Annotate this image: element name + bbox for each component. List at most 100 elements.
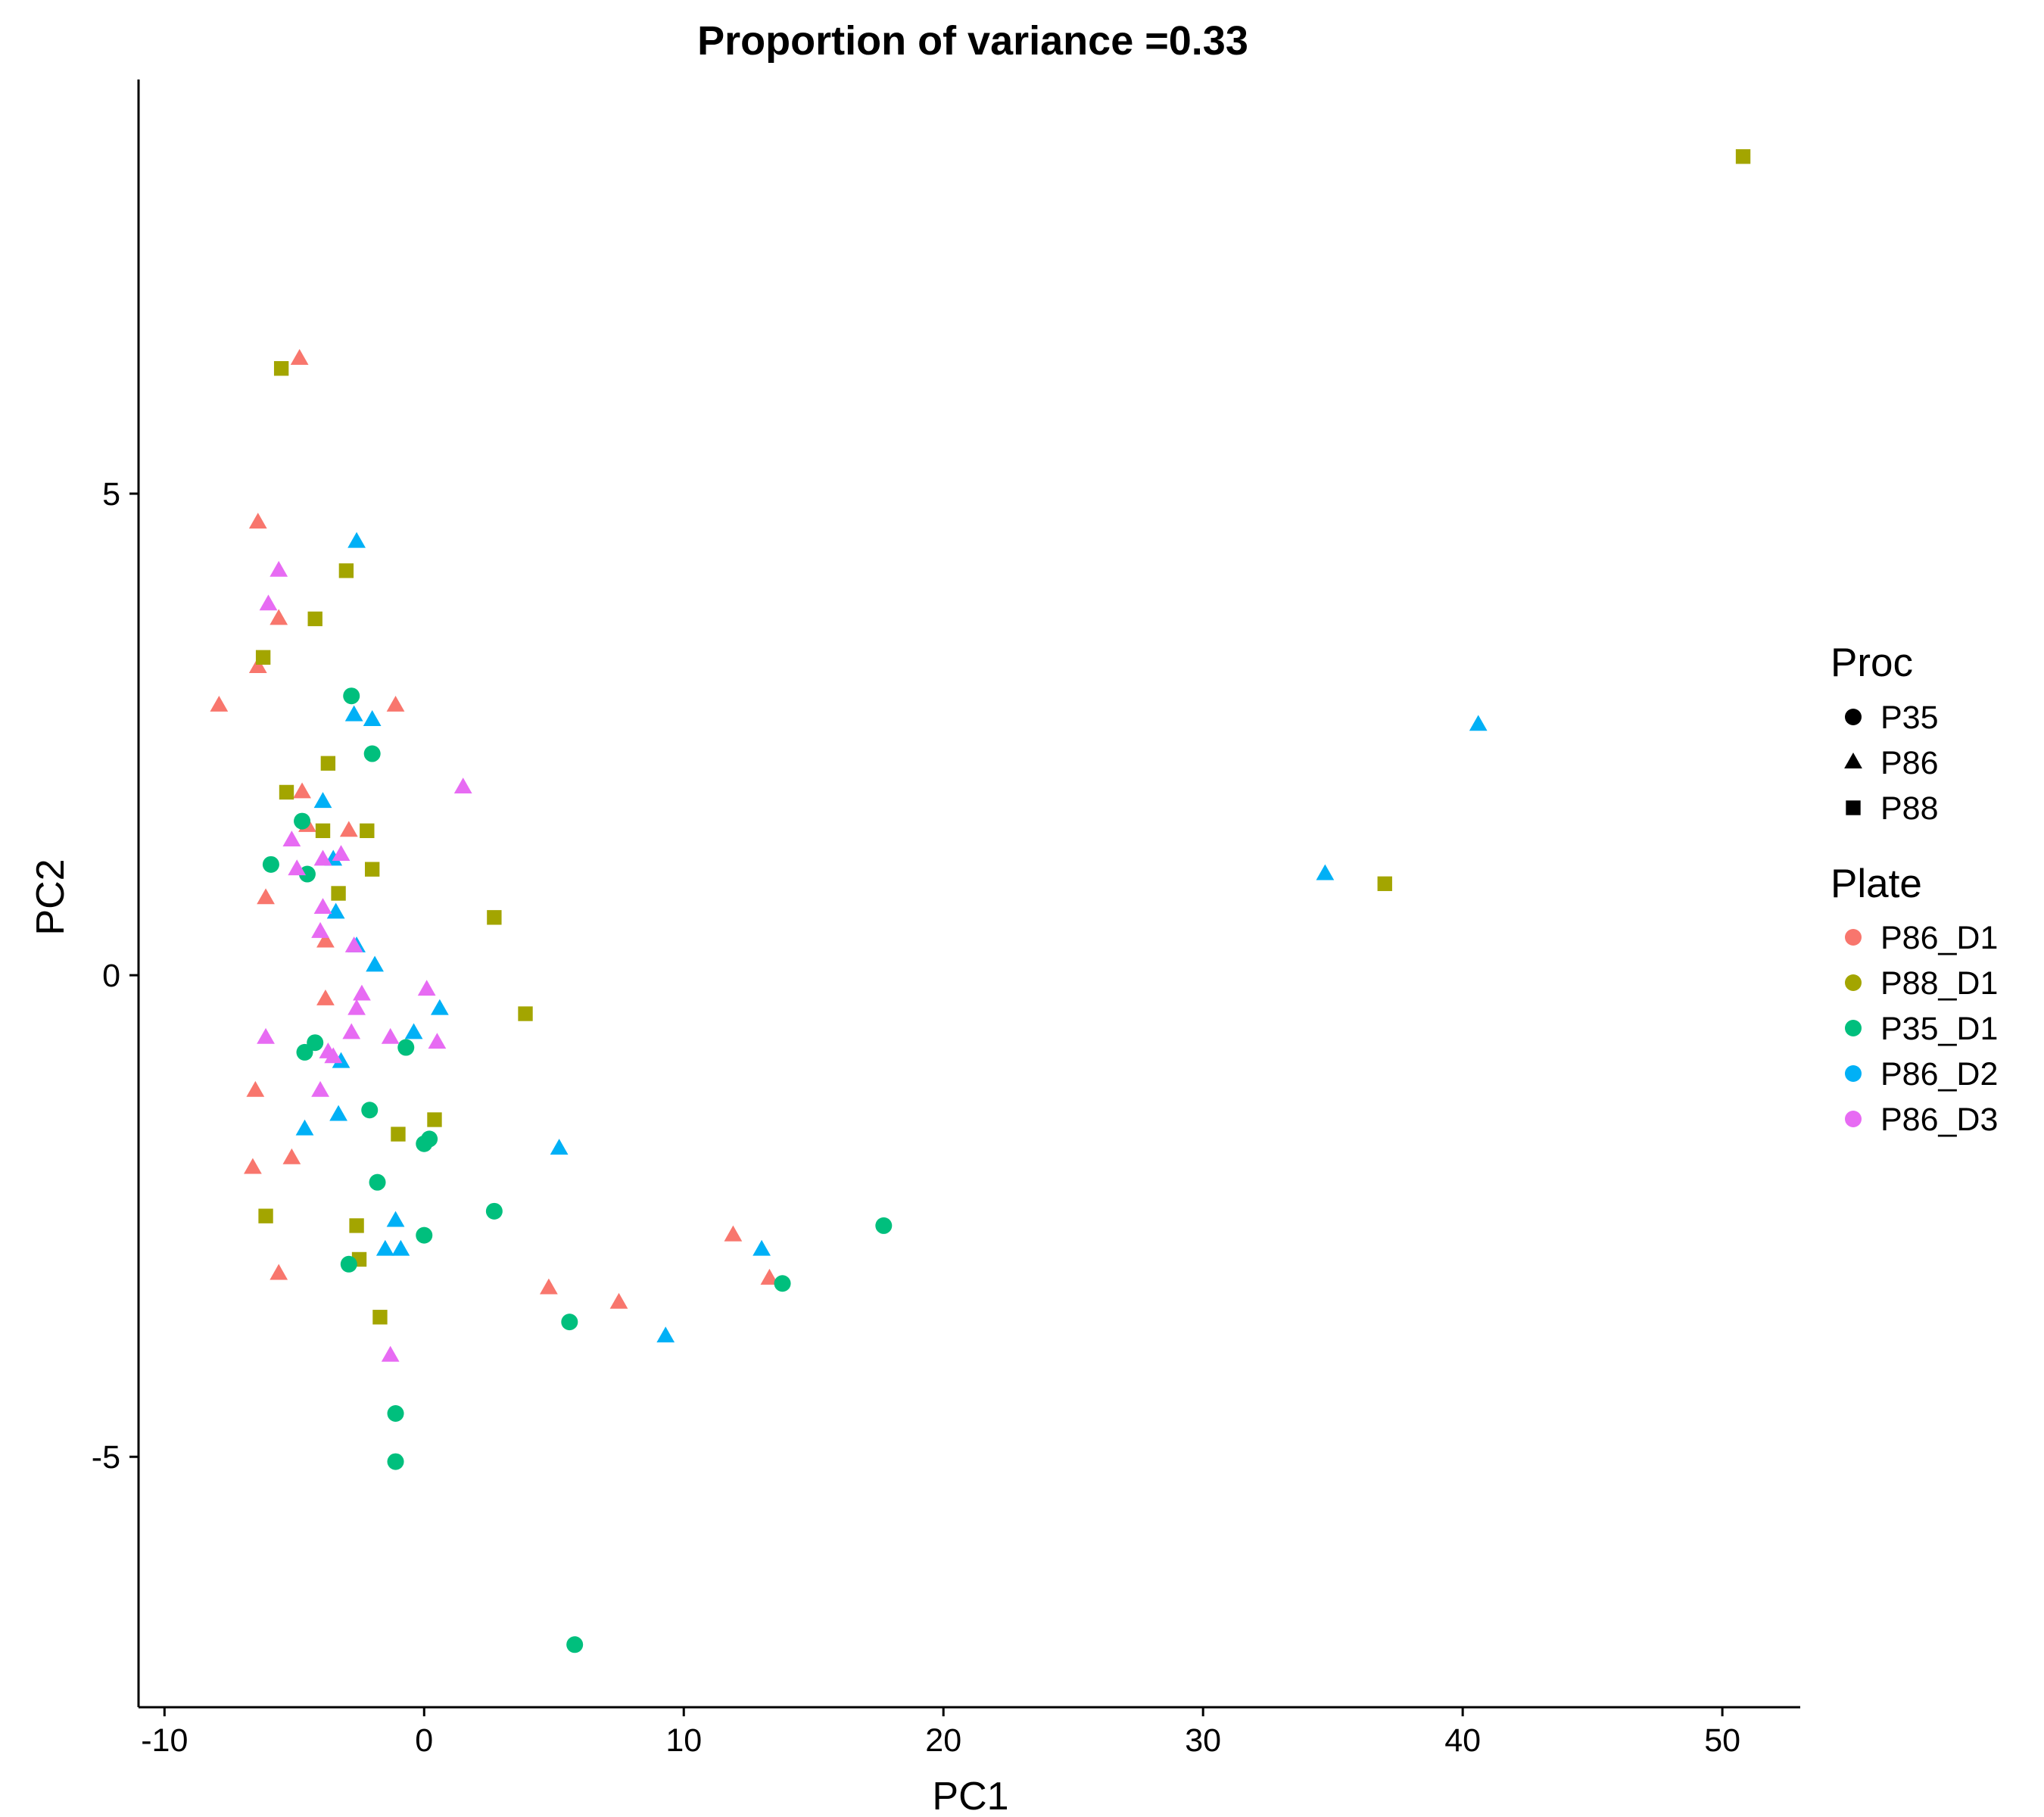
data-point-p86-d3 (311, 921, 329, 938)
data-point-p86-d3 (347, 999, 366, 1015)
data-point-p86-d2 (313, 792, 332, 809)
data-point-p86-d1 (339, 821, 358, 837)
legend-title-plate: Plate (1831, 862, 1922, 906)
data-point-p86-d3 (332, 845, 351, 862)
legend-key-square (1846, 800, 1861, 815)
data-point-p86-d1 (248, 513, 267, 529)
x-tick-label: 20 (925, 1722, 961, 1759)
data-point-p86-d2 (366, 955, 384, 972)
data-point-p86-d3 (311, 1080, 329, 1097)
legend-label-p88-d1: P88_D1 (1880, 965, 1998, 1002)
data-point-p88-d1 (331, 886, 346, 901)
data-point-p35-d1 (566, 1636, 584, 1653)
data-point-p86-d2 (752, 1239, 771, 1256)
data-point-p35-d1 (262, 856, 279, 873)
legend-key-color (1845, 929, 1862, 946)
data-point-p88-d1 (372, 1310, 388, 1325)
legend-title-proc: Proc (1831, 640, 1913, 685)
data-point-p35-d1 (561, 1314, 578, 1331)
data-point-p35-d1 (387, 1404, 404, 1422)
legend-label-p35: P35 (1880, 700, 1939, 736)
data-point-p88-d1 (279, 784, 294, 800)
data-point-p86-d1 (282, 1148, 301, 1164)
data-point-p86-d2 (332, 1052, 351, 1068)
data-point-p35-d1 (416, 1226, 433, 1244)
data-point-p86-d2 (1469, 715, 1488, 731)
x-tick-label: 0 (415, 1722, 433, 1759)
data-point-p88-d1 (255, 650, 271, 665)
x-tick-label: 50 (1704, 1722, 1740, 1759)
data-point-p35-d1 (774, 1275, 791, 1292)
data-point-p86-d2 (391, 1239, 410, 1256)
data-point-p86-d2 (344, 705, 363, 722)
legend-label-p86-d1: P86_D1 (1880, 920, 1998, 956)
data-point-p86-d3 (288, 859, 307, 876)
legend-key-color (1845, 1020, 1862, 1036)
data-point-p86-d2 (329, 1105, 347, 1121)
data-point-p86-d2 (386, 1211, 405, 1227)
x-tick-label: 10 (665, 1722, 702, 1759)
data-point-p86-d3 (313, 849, 332, 866)
y-axis-title: PC2 (29, 859, 73, 935)
plot-marks (210, 149, 1751, 1653)
data-point-p86-d1 (270, 1264, 288, 1280)
legend-key-circle (1845, 709, 1862, 725)
y-tick-label: -5 (92, 1439, 120, 1476)
data-point-p86-d1 (257, 888, 275, 905)
data-point-p88-d1 (273, 360, 289, 376)
data-point-p88-d1 (307, 611, 322, 627)
data-point-p88-d1 (487, 910, 502, 925)
data-point-p86-d3 (428, 1033, 447, 1049)
data-point-p35-d1 (485, 1202, 503, 1220)
x-axis-title: PC1 (932, 1775, 1008, 1817)
y-tick-label: 0 (102, 958, 120, 994)
data-point-p35-d1 (397, 1039, 415, 1056)
data-point-p86-d3 (257, 1027, 275, 1044)
data-point-p86-d1 (210, 695, 229, 712)
data-point-p88-d1 (338, 563, 354, 578)
data-point-p86-d2 (363, 710, 382, 726)
legend-label-p35-d1: P35_D1 (1880, 1011, 1998, 1047)
legend-key-color (1845, 1065, 1862, 1082)
data-point-p86-d1 (316, 931, 335, 948)
data-point-p86-d1 (760, 1268, 779, 1285)
data-point-p86-d3 (353, 984, 371, 1001)
data-point-p88-d1 (1735, 149, 1751, 164)
data-point-p86-d3 (381, 1027, 400, 1044)
legend-key-color (1845, 974, 1862, 991)
legend-color-entries: P86_D1 P88_D1 P35_D1 P86_D2 P86_D3 (1845, 920, 1998, 1138)
data-point-p86-d3 (417, 980, 436, 996)
data-point-p86-d1 (270, 609, 288, 625)
data-point-p35-d1 (369, 1173, 386, 1191)
data-point-p86-d2 (404, 1023, 423, 1039)
data-point-p86-d1 (244, 1158, 262, 1174)
data-point-p86-d1 (293, 782, 311, 799)
data-point-p88-d1 (349, 1218, 364, 1233)
data-point-p35-d1 (363, 745, 381, 762)
data-point-p86-d2 (347, 531, 366, 548)
data-point-p86-d3 (324, 1047, 343, 1064)
data-point-p86-d1 (540, 1278, 558, 1295)
data-point-p88-d1 (315, 823, 331, 838)
y-tick-label: 5 (102, 476, 120, 513)
data-point-p86-d2 (430, 999, 449, 1015)
data-point-p35-d1 (298, 865, 316, 883)
y-axis-ticks: -5 0 5 (92, 476, 139, 1476)
data-point-p86-d3 (453, 778, 472, 794)
data-point-p86-d1 (246, 1080, 265, 1097)
data-point-p86-d2 (375, 1239, 394, 1256)
x-axis-ticks: -10 0 10 20 30 40 50 (141, 1707, 1740, 1759)
data-point-p86-d1 (386, 695, 405, 712)
data-point-p86-d3 (313, 898, 332, 915)
data-point-p88-d1 (258, 1208, 273, 1223)
data-point-p35-d1 (361, 1102, 379, 1119)
data-point-p88-d1 (391, 1127, 406, 1142)
data-point-p35-d1 (416, 1135, 433, 1152)
data-point-p88-d1 (427, 1112, 442, 1127)
data-point-p86-d3 (259, 594, 278, 611)
legend-label-p86-d3: P86_D3 (1880, 1102, 1998, 1138)
data-point-p35-d1 (294, 812, 311, 830)
data-point-p35-d1 (343, 687, 360, 705)
